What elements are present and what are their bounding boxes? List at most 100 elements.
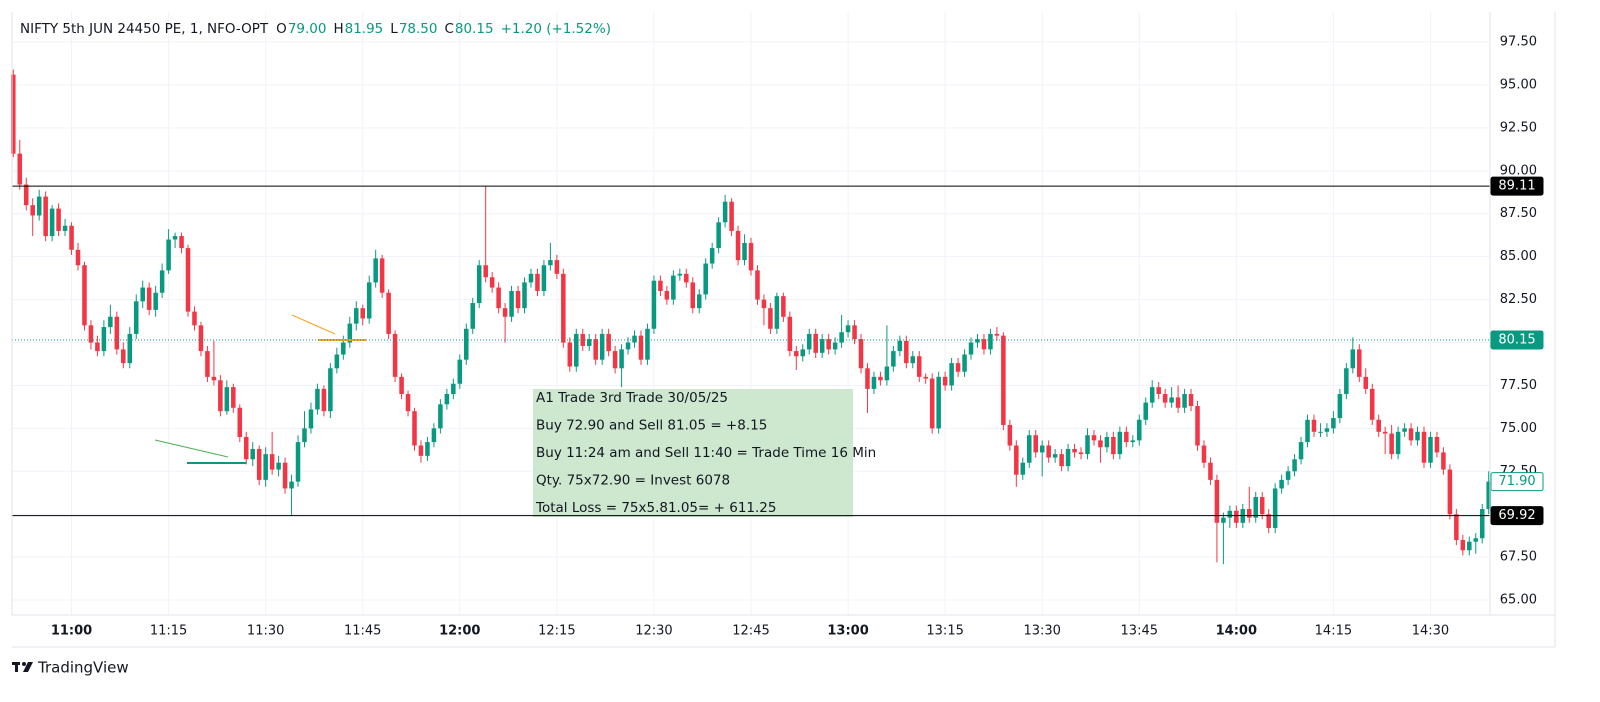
candle-body (418, 445, 424, 456)
candle-body (541, 265, 547, 292)
candle-body (360, 308, 365, 319)
candle-body (942, 376, 948, 386)
candle-body (845, 325, 851, 333)
candle-body (832, 342, 838, 350)
annotation-box (533, 389, 853, 517)
candle-body (651, 280, 657, 329)
candle-body (489, 277, 495, 288)
x-tick-label: 11:15 (150, 624, 187, 639)
candle-body (528, 273, 534, 283)
candle-body (205, 351, 210, 377)
candle-body (438, 404, 443, 429)
candle-body (366, 282, 372, 319)
candle-body (88, 325, 94, 343)
candle-body (1408, 428, 1414, 441)
price-label: 69.92 (1498, 508, 1535, 523)
price-label: 89.11 (1498, 179, 1535, 194)
y-tick-label: 97.50 (1500, 35, 1537, 50)
candle-body (62, 225, 68, 231)
candle-body (884, 366, 890, 381)
ohlc-key: H (333, 21, 343, 37)
candle-body (1001, 335, 1006, 425)
x-tick-label: 11:45 (344, 624, 381, 639)
candle-body (1421, 431, 1427, 463)
candle-body (794, 351, 799, 357)
candle-body (1091, 435, 1097, 441)
candle-body (638, 335, 644, 360)
candle-body (1130, 440, 1136, 443)
candle-body (1486, 481, 1491, 510)
candle-body (1052, 454, 1058, 458)
candle-body (509, 291, 514, 317)
ohlc-value: 80.15 (455, 21, 494, 37)
candle-body (632, 335, 637, 343)
y-tick-label: 75.00 (1500, 421, 1537, 436)
candle-body (1479, 509, 1485, 539)
candle-body (729, 201, 734, 231)
candle-body (496, 287, 501, 309)
x-tick-label: 12:30 (635, 624, 672, 639)
candle-body (968, 342, 974, 355)
candle-body (1402, 428, 1407, 432)
candle-body (1324, 428, 1330, 432)
ohlc-value: 79.00 (288, 21, 327, 37)
candle-body (1285, 471, 1291, 480)
candle-body (17, 153, 23, 185)
candle-body (185, 248, 191, 312)
candle-body (250, 448, 255, 460)
candle-body (412, 411, 417, 446)
candle-body (1111, 436, 1116, 455)
candle-body (1318, 431, 1323, 433)
candle-body (1311, 419, 1317, 432)
candle-body (981, 339, 987, 350)
candle-body (386, 292, 391, 334)
candle-body (399, 376, 404, 395)
ohlc-key: O (276, 21, 287, 37)
candle-body (457, 359, 463, 384)
annotation-text: A1 Trade 3rd Trade 30/05/25 (536, 390, 728, 406)
candle-body (1272, 488, 1278, 528)
candle-body (218, 380, 223, 412)
candle-body (1447, 469, 1453, 515)
candle-body (865, 368, 870, 389)
candle-body (916, 356, 922, 377)
candle-body (975, 339, 980, 343)
candle-body (476, 265, 482, 304)
candle-body (878, 376, 883, 381)
candle-body (787, 316, 793, 352)
candle-body (904, 340, 909, 364)
candle-body (567, 342, 573, 367)
x-tick-label: 12:45 (732, 624, 769, 639)
candle-body (470, 303, 476, 329)
ohlc-key: L (390, 21, 398, 37)
candle-body (49, 208, 55, 237)
candle-body (742, 242, 747, 261)
brand: TradingView (12, 659, 129, 677)
candle-body (606, 333, 611, 352)
candle-body (431, 428, 437, 443)
candle-body (341, 342, 346, 355)
logo (23, 662, 33, 672)
candle-body (95, 342, 100, 352)
candle-body (852, 325, 857, 340)
candle-body (813, 333, 818, 353)
candle-body (1214, 479, 1220, 523)
candle-body (955, 363, 961, 372)
candle-body (289, 481, 294, 489)
candle-body (269, 454, 275, 470)
candle-body (774, 296, 780, 329)
y-tick-label: 85.00 (1500, 249, 1537, 264)
candle-body (1473, 538, 1479, 542)
candle-body (1104, 436, 1110, 448)
y-tick-label: 90.00 (1500, 163, 1537, 178)
candle-body (1124, 431, 1129, 443)
candle-body (1467, 541, 1472, 551)
candle-body (114, 316, 120, 350)
candle-body (237, 407, 243, 437)
candle-body (211, 376, 217, 381)
candle-body (1266, 514, 1271, 528)
candle-body (1369, 388, 1375, 420)
candle-body (658, 280, 663, 292)
candle-body (224, 387, 230, 412)
candle-body (1162, 394, 1168, 403)
